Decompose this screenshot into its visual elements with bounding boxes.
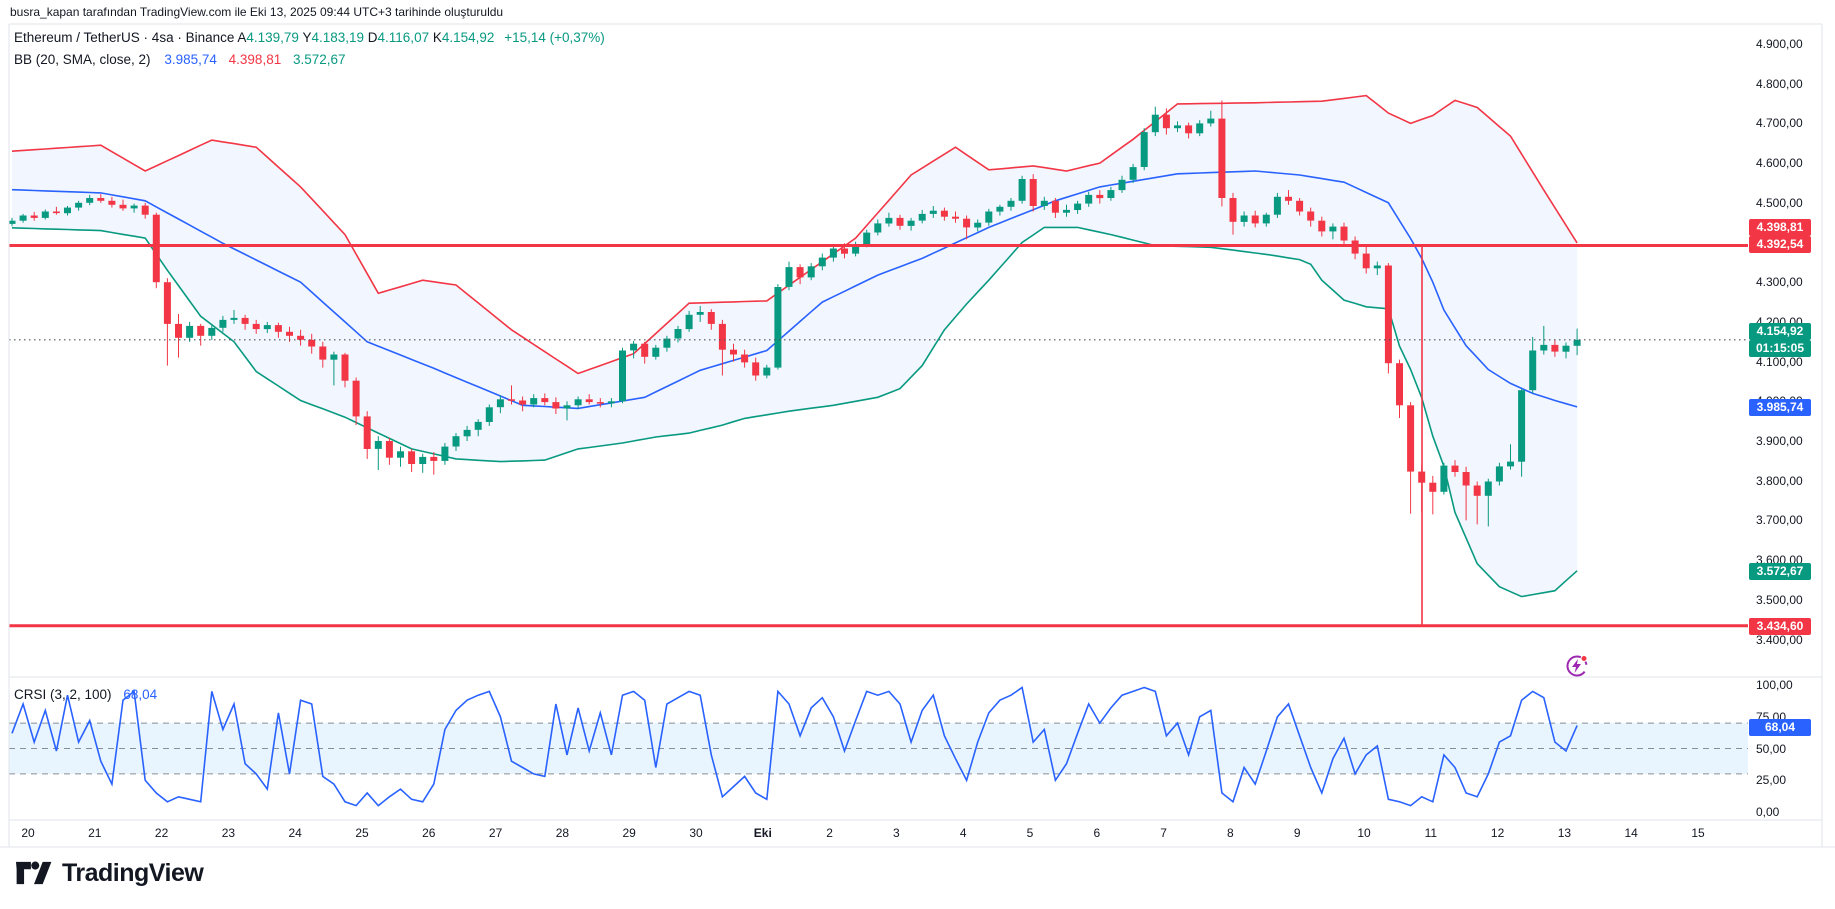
symbol-legend-row[interactable]: Ethereum / TetherUS · 4sa · Binance A4.1…: [14, 27, 605, 49]
axis-value-badge: 01:15:05: [1749, 340, 1811, 357]
bb-lower-band: [11, 226, 1578, 598]
crsi-value: 68,04: [123, 687, 158, 702]
time-axis-label: 8: [1227, 826, 1234, 840]
time-axis-label: 24: [288, 826, 302, 840]
tradingview-logo-text: TradingView: [62, 858, 204, 887]
axis-value-badge: 3.985,74: [1749, 399, 1811, 416]
time-axis-label: 10: [1357, 826, 1371, 840]
crsi-tick-label: 0,00: [1756, 805, 1780, 819]
time-axis-label: 4: [959, 826, 967, 840]
crsi-tick-label: 100,00: [1756, 678, 1793, 692]
bb-indicator-label[interactable]: BB (20, SMA, close, 2): [14, 52, 151, 67]
axis-value-badge: 3.572,67: [1749, 563, 1811, 580]
candles: [8, 100, 1581, 527]
time-axis-label: 29: [622, 826, 636, 840]
attribution-text: busra_kapan tarafından TradingView.com i…: [10, 5, 504, 19]
time-axis-label: 3: [893, 826, 900, 840]
crsi-legend-row[interactable]: CRSI (3, 2, 100) 68,04: [14, 687, 157, 702]
time-axis-label: 6: [1093, 826, 1101, 840]
crsi-tick-label: 50,00: [1756, 741, 1787, 756]
price-tick-label: 4.800,00: [1756, 76, 1803, 91]
price-tick-label: 4.300,00: [1756, 275, 1803, 290]
bb-upper-band: [11, 94, 1578, 375]
time-axis-label: 20: [21, 826, 35, 840]
tradingview-logo-mark: [16, 861, 52, 885]
axis-value-badge: 4.398,81: [1749, 219, 1811, 236]
time-axis-label: 21: [88, 826, 102, 840]
price-tick-label: 4.600,00: [1756, 156, 1803, 171]
bb-upper-value: 4.398,81: [228, 52, 282, 67]
axis-value-badge: 4.392,54: [1749, 236, 1811, 253]
time-axis-label: 12: [1490, 826, 1505, 840]
price-tick-label: 3.400,00: [1756, 632, 1803, 647]
price-tick-label: 3.700,00: [1756, 513, 1803, 528]
ohlc-values: A4.139,79 Y4.183,19 D4.116,07 K4.154,92: [237, 30, 494, 45]
bb-lower-value: 3.572,67: [292, 52, 346, 67]
time-axis-label: 7: [1160, 826, 1167, 840]
ohlc-letter: Y: [298, 30, 312, 45]
crsi-tick-label: 25,00: [1756, 773, 1787, 788]
time-axis-label: 9: [1293, 826, 1301, 840]
price-tick-label: 4.500,00: [1756, 195, 1803, 210]
crsi-indicator-label[interactable]: CRSI (3, 2, 100): [14, 687, 112, 702]
lightning-bolt-icon: [1572, 659, 1581, 673]
axis-value-badge: 3.434,60: [1749, 618, 1811, 635]
ohlc-value: 4.116,07: [377, 30, 430, 45]
bb-basis-value: 3.985,74: [164, 52, 217, 67]
price-tick-label: 3.900,00: [1756, 434, 1803, 448]
bb-fill: [12, 95, 1578, 597]
time-axis-label: 2: [826, 826, 833, 840]
time-axis-label: 28: [555, 826, 570, 840]
time-axis-label: 22: [154, 826, 169, 840]
time-axis-label: 26: [422, 826, 436, 840]
crsi-line: [11, 686, 1578, 807]
time-axis-label: 13: [1557, 826, 1572, 840]
axis-value-badge: 4.154,92: [1749, 323, 1811, 340]
price-tick-label: 4.900,00: [1756, 37, 1803, 51]
ohlc-value: 4.154,92: [441, 30, 495, 45]
price-tick-label: 4.700,00: [1756, 116, 1803, 131]
bb-legend-row[interactable]: BB (20, SMA, close, 2) 3.985,74 4.398,81…: [14, 49, 605, 71]
price-tick-label: 3.500,00: [1756, 592, 1803, 607]
icon-circle: [1566, 655, 1588, 677]
time-axis-label: 15: [1691, 826, 1705, 840]
time-axis-label: 27: [488, 826, 503, 840]
time-axis-label: 30: [689, 826, 703, 840]
time-axis-label: Eki: [753, 826, 772, 840]
notification-dot: [1580, 655, 1588, 662]
time-axis-label: 11: [1424, 826, 1438, 840]
ohlc-letter: D: [364, 30, 378, 45]
ohlc-value: 4.183,19: [311, 30, 365, 45]
time-axis-label: 5: [1026, 826, 1034, 840]
instant-order-icon[interactable]: [1564, 652, 1590, 678]
price-tick-label: 3.800,00: [1756, 473, 1803, 488]
ohlc-value: 4.139,79: [246, 30, 299, 45]
ohlc-letter: A: [237, 30, 247, 45]
time-axis-label: 23: [221, 826, 236, 840]
symbol-title[interactable]: Ethereum / TetherUS · 4sa · Binance: [14, 30, 235, 45]
tradingview-logo[interactable]: TradingView: [16, 858, 204, 888]
price-axis[interactable]: [1748, 24, 1835, 820]
price-tick-label: 4.100,00: [1756, 354, 1803, 369]
axis-value-badge: 68,04: [1749, 719, 1811, 736]
chart-legend: Ethereum / TetherUS · 4sa · Binance A4.1…: [14, 27, 605, 71]
time-axis-label: 25: [355, 826, 369, 840]
bb-basis-line: [11, 170, 1578, 410]
time-axis-label: 14: [1624, 826, 1638, 840]
ohlc-letter: K: [429, 30, 442, 45]
price-change: +15,14 (+0,37%): [504, 30, 605, 45]
